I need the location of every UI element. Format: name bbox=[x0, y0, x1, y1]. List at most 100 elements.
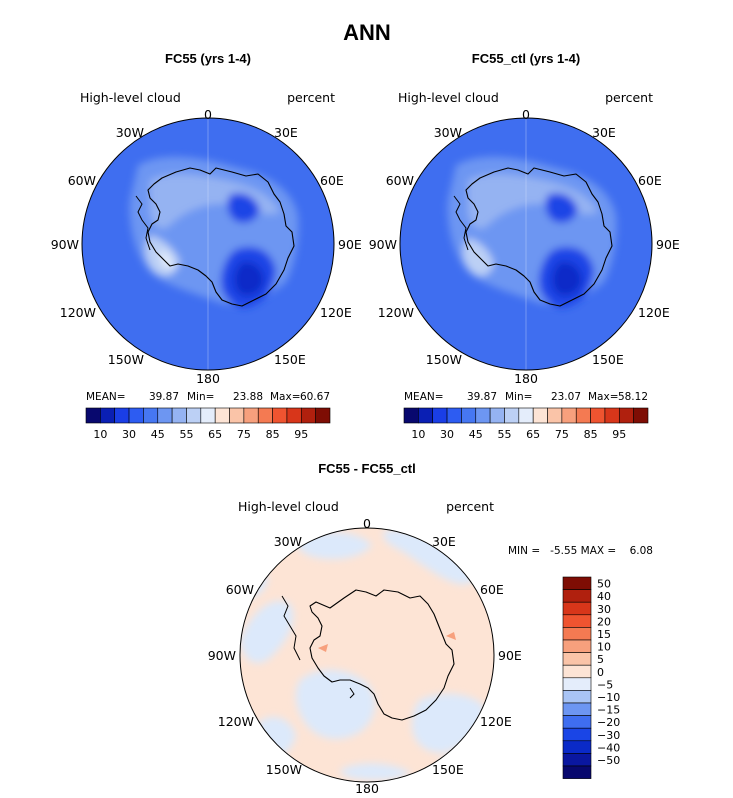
lon-label-90w: 90W bbox=[51, 237, 79, 252]
colorbar-swatch bbox=[143, 407, 159, 424]
colorbar-swatch bbox=[561, 407, 577, 424]
colorbar-tick-label: 50 bbox=[597, 578, 611, 591]
longitude-labels: 0 30E 60E 90E 120E 150E 180 150W 120W 90… bbox=[208, 516, 522, 796]
colorbar-swatch bbox=[200, 407, 216, 424]
colorbar-tick-label: 95 bbox=[294, 428, 308, 441]
colorbar-tick-label: −50 bbox=[597, 754, 620, 767]
units-label: percent bbox=[605, 90, 653, 105]
stats-line: MEAN= 39.87 Min= 23.88 Max= 60.67 bbox=[86, 391, 330, 403]
colorbar-swatch bbox=[85, 407, 101, 424]
panel-difference: FC55 - FC55_ctl High-level cloud percent bbox=[208, 461, 653, 796]
panel-fc55: FC55 (yrs 1-4) High-level cloud percent … bbox=[51, 51, 362, 441]
mean-label: MEAN= bbox=[404, 391, 444, 403]
colorbar-swatch bbox=[562, 614, 592, 628]
colorbar-swatch bbox=[272, 407, 288, 424]
colorbar-tick-label: 65 bbox=[526, 428, 540, 441]
mean-value: 39.87 bbox=[467, 391, 497, 403]
colorbar-swatch bbox=[562, 740, 592, 754]
lon-label-120e: 120E bbox=[320, 305, 352, 320]
colorbar-swatch bbox=[575, 407, 591, 424]
lon-label-30w: 30W bbox=[274, 534, 302, 549]
colorbar-swatch bbox=[229, 407, 245, 424]
lon-label-30w: 30W bbox=[434, 125, 462, 140]
colorbar-swatch bbox=[590, 407, 606, 424]
colorbar bbox=[403, 407, 649, 424]
colorbar-tick-label: 30 bbox=[597, 603, 611, 616]
lon-label-60e: 60E bbox=[320, 173, 344, 188]
map-field bbox=[400, 118, 652, 370]
lon-label-180: 180 bbox=[355, 781, 379, 796]
lon-label-150e: 150E bbox=[274, 352, 306, 367]
colorbar-swatch bbox=[562, 589, 592, 603]
lon-label-150e: 150E bbox=[432, 762, 464, 777]
colorbar-swatch bbox=[446, 407, 462, 424]
mean-value: 39.87 bbox=[149, 391, 179, 403]
lon-label-90e: 90E bbox=[338, 237, 362, 252]
colorbar-tick-label: −40 bbox=[597, 741, 620, 754]
colorbar-swatch bbox=[562, 702, 592, 716]
colorbar-swatch bbox=[504, 407, 520, 424]
colorbar-swatch bbox=[243, 407, 259, 424]
colorbar-swatch bbox=[171, 407, 187, 424]
lon-label-60e: 60E bbox=[638, 173, 662, 188]
lon-label-60w: 60W bbox=[386, 173, 414, 188]
colorbar-tick-label: −10 bbox=[597, 691, 620, 704]
colorbar-ticks: 10 30 45 55 65 75 85 95 bbox=[93, 428, 308, 441]
colorbar-tick-label: 55 bbox=[497, 428, 511, 441]
colorbar-tick-label: 85 bbox=[266, 428, 280, 441]
colorbar-swatch bbox=[562, 652, 592, 666]
colorbar-tick-label: 75 bbox=[237, 428, 251, 441]
colorbar-swatch bbox=[461, 407, 477, 424]
colorbar-tick-label: 0 bbox=[597, 666, 604, 679]
colorbar-swatch bbox=[562, 727, 592, 742]
units-label: percent bbox=[287, 90, 335, 105]
panel-title: FC55 (yrs 1-4) bbox=[165, 51, 251, 66]
lon-label-0: 0 bbox=[204, 107, 212, 122]
colorbar-ticks: 10 30 45 55 65 75 85 95 bbox=[411, 428, 626, 441]
colorbar-tick-label: 10 bbox=[411, 428, 425, 441]
variable-label: High-level cloud bbox=[398, 90, 499, 105]
colorbar-swatch bbox=[562, 753, 592, 767]
max-label: Max= bbox=[588, 391, 619, 403]
lon-label-60w: 60W bbox=[226, 582, 254, 597]
colorbar-swatch bbox=[214, 407, 230, 424]
lon-label-120w: 120W bbox=[60, 305, 96, 320]
colorbar-tick-label: 40 bbox=[597, 590, 611, 603]
colorbar-swatch bbox=[257, 407, 273, 424]
colorbar-swatch bbox=[532, 407, 548, 424]
max-label: Max= bbox=[270, 391, 301, 403]
colorbar-tick-label: 30 bbox=[440, 428, 454, 441]
colorbar-swatch bbox=[562, 715, 592, 729]
colorbar-swatch bbox=[489, 407, 505, 424]
colorbar-swatch bbox=[562, 627, 592, 641]
variable-label: High-level cloud bbox=[80, 90, 181, 105]
min-max-stats: MIN = -5.55 MAX = 6.08 bbox=[508, 545, 653, 557]
colorbar-tick-label: 5 bbox=[597, 653, 604, 666]
colorbar-tick-label: 75 bbox=[555, 428, 569, 441]
colorbar-swatch bbox=[547, 407, 563, 424]
lon-label-30e: 30E bbox=[274, 125, 298, 140]
lon-label-150e: 150E bbox=[592, 352, 624, 367]
min-label: Min= bbox=[505, 391, 532, 403]
lon-label-30e: 30E bbox=[592, 125, 616, 140]
lon-label-90w: 90W bbox=[369, 237, 397, 252]
colorbar-swatch bbox=[186, 407, 202, 424]
lon-label-120w: 120W bbox=[378, 305, 414, 320]
panel-fc55-ctl: FC55_ctl (yrs 1-4) High-level cloud perc… bbox=[369, 51, 680, 441]
colorbar-swatch bbox=[562, 601, 592, 616]
lon-label-30e: 30E bbox=[432, 534, 456, 549]
map-field bbox=[82, 118, 334, 370]
colorbar-tick-label: −20 bbox=[597, 716, 620, 729]
lon-label-150w: 150W bbox=[266, 762, 302, 777]
lon-label-90e: 90E bbox=[656, 237, 680, 252]
lon-label-90e: 90E bbox=[498, 648, 522, 663]
colorbar-tick-label: 45 bbox=[469, 428, 483, 441]
lon-label-180: 180 bbox=[196, 371, 220, 386]
colorbar-swatch bbox=[633, 407, 649, 424]
lon-label-60w: 60W bbox=[68, 173, 96, 188]
colorbar-swatch bbox=[286, 407, 302, 424]
colorbar-swatch bbox=[157, 407, 173, 424]
max-value: 58.12 bbox=[618, 391, 648, 403]
min-value: 23.88 bbox=[233, 391, 263, 403]
